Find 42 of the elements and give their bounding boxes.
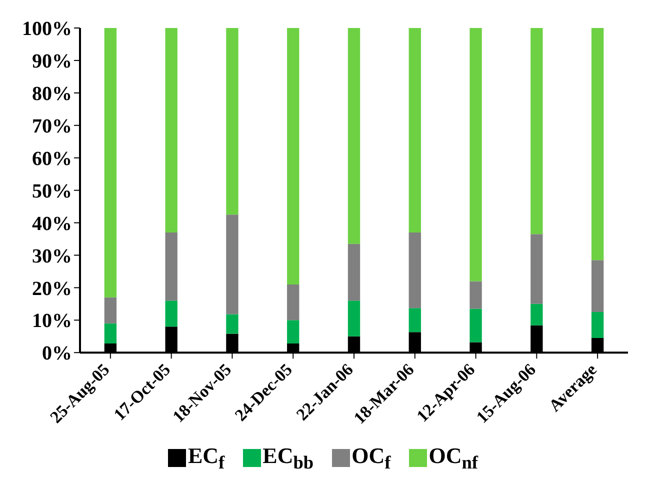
bar	[348, 28, 360, 244]
bar	[287, 28, 300, 284]
bar	[104, 28, 117, 298]
bar	[104, 297, 117, 324]
bar	[408, 28, 421, 233]
bar	[348, 244, 360, 301]
y-tick-label: 50%	[32, 180, 72, 202]
bar	[591, 28, 604, 260]
y-tick-label: 80%	[32, 83, 72, 106]
bar	[470, 308, 482, 342]
y-tick-label: 100%	[22, 18, 72, 40]
bar	[470, 28, 482, 282]
bar	[530, 234, 543, 304]
bar	[348, 300, 360, 336]
y-tick-label: 10%	[32, 310, 72, 332]
bar	[226, 28, 238, 215]
bar	[226, 214, 238, 314]
y-tick-label: 20%	[32, 278, 72, 300]
bar	[287, 320, 300, 344]
y-tick-label: 40%	[32, 212, 72, 235]
bar	[470, 281, 482, 309]
bar	[165, 300, 178, 327]
bar	[165, 28, 178, 233]
bar	[165, 232, 178, 301]
y-tick-label: 70%	[32, 115, 72, 138]
bar	[530, 28, 543, 234]
legend-label: EC$_{f}$	[188, 442, 225, 473]
bar	[591, 312, 604, 338]
y-tick-label: 60%	[32, 148, 72, 170]
y-tick-label: 0%	[42, 342, 72, 365]
legend-label: EC$_{bb}$	[262, 442, 314, 473]
bar	[408, 232, 421, 308]
bar	[408, 308, 421, 332]
bar	[226, 314, 238, 334]
bar	[287, 284, 300, 320]
bar	[104, 323, 117, 344]
y-tick-label: 90%	[32, 50, 72, 73]
legend-label: OC$_{nf}$	[428, 442, 478, 473]
bar	[591, 260, 604, 312]
y-tick-label: 30%	[32, 245, 72, 268]
legend-label: OC$_{f}$	[352, 442, 391, 473]
bar	[530, 304, 543, 326]
